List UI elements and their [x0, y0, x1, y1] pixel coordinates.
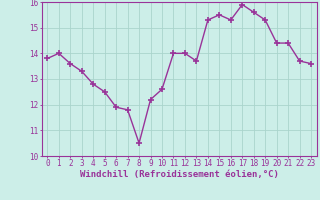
- X-axis label: Windchill (Refroidissement éolien,°C): Windchill (Refroidissement éolien,°C): [80, 170, 279, 179]
